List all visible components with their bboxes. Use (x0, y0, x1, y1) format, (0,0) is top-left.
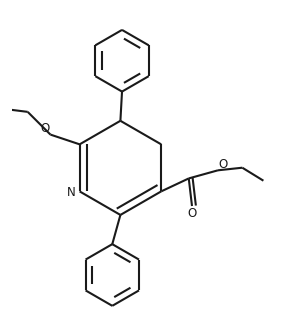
Text: O: O (187, 207, 197, 220)
Text: N: N (67, 186, 76, 199)
Text: O: O (218, 158, 228, 171)
Text: O: O (40, 122, 49, 135)
